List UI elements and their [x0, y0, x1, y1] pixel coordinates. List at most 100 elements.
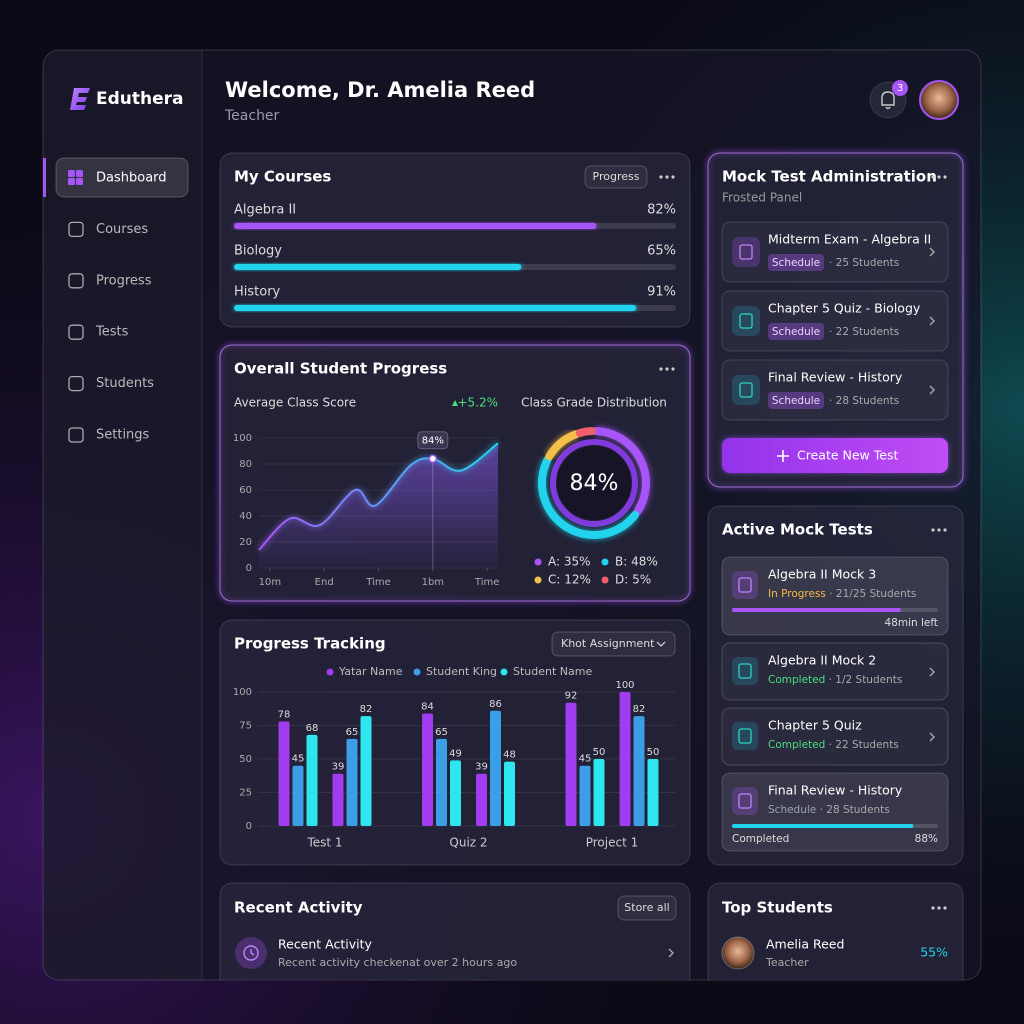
test-item[interactable]	[721, 707, 949, 766]
course-name: Algebra II	[234, 203, 296, 218]
annotation-label: 84%	[422, 435, 444, 446]
bar-value-label: 100	[615, 680, 634, 691]
more-icon[interactable]	[659, 175, 663, 179]
student-role: Teacher	[765, 956, 809, 969]
progress-fill	[732, 824, 914, 828]
x-tick-label: Test 1	[306, 836, 342, 850]
donut-segment	[538, 455, 639, 539]
x-tick-label: Quiz 2	[449, 836, 487, 850]
up-triangle	[452, 400, 458, 406]
notification-badge	[892, 80, 908, 96]
y-tick-label: 60	[239, 485, 252, 496]
test-item[interactable]	[721, 556, 949, 636]
progress-fill	[732, 608, 901, 612]
avatar[interactable]	[919, 80, 959, 120]
bar	[436, 738, 447, 826]
more-icon[interactable]	[931, 175, 935, 179]
activity-title: Recent Activity	[278, 937, 373, 952]
test-icon-glyph	[738, 577, 752, 593]
test-item[interactable]	[721, 221, 949, 283]
x-tick-label: Time	[474, 577, 499, 588]
create-test-button[interactable]	[722, 438, 948, 473]
y-tick-label: 40	[239, 511, 252, 522]
bar-value-label: 50	[647, 747, 660, 758]
student-score: 55%	[920, 945, 948, 960]
course-percent: 65%	[647, 244, 676, 259]
course-percent: 82%	[647, 203, 676, 218]
test-icon-glyph	[738, 663, 752, 679]
more-icon[interactable]	[659, 367, 663, 371]
test-icon-glyph	[739, 382, 753, 398]
bar-value-label: 45	[292, 754, 305, 765]
dropdown[interactable]	[551, 631, 676, 657]
more-icon[interactable]	[665, 175, 669, 179]
test-detail: · 1/2 Students	[825, 674, 902, 686]
button[interactable]	[584, 165, 648, 189]
progress-note: Completed	[732, 833, 789, 845]
chevron	[668, 948, 674, 958]
test-title: Final Review - History	[768, 783, 903, 798]
bar	[504, 761, 515, 826]
test-status: Completed · 1/2 Students	[768, 674, 902, 686]
test-item[interactable]	[721, 359, 949, 421]
nav-item[interactable]: Tests	[95, 325, 129, 340]
donut-center	[557, 446, 631, 520]
more-icon[interactable]	[937, 528, 941, 532]
button[interactable]	[617, 895, 677, 921]
bar-value-label: 86	[489, 699, 502, 710]
card	[707, 505, 964, 866]
test-title: Algebra II Mock 2	[768, 653, 876, 668]
nav-item[interactable]: Courses	[96, 222, 148, 237]
test-item[interactable]	[721, 772, 949, 852]
more-icon[interactable]	[943, 906, 947, 910]
chevron	[929, 247, 935, 257]
progress-fill	[234, 223, 597, 229]
test-detail: · 22 Students	[825, 739, 899, 751]
notification-count: 3	[897, 83, 903, 94]
more-icon[interactable]	[665, 367, 669, 371]
nav-item[interactable]: Settings	[96, 428, 150, 443]
more-icon[interactable]	[943, 175, 947, 179]
course-name: History	[234, 285, 281, 300]
more-icon[interactable]	[943, 528, 947, 532]
y-tick-label: 100	[233, 433, 252, 444]
bar	[633, 716, 645, 826]
more-icon[interactable]	[937, 906, 941, 910]
more-icon[interactable]	[931, 906, 935, 910]
card-title: My Courses	[234, 168, 331, 186]
test-item[interactable]	[721, 290, 949, 352]
bar	[619, 692, 631, 826]
page-title: Welcome, Dr. Amelia Reed	[225, 78, 535, 102]
bar-value-label: 45	[579, 754, 592, 765]
tag-label: Schedule	[772, 326, 820, 338]
test-icon	[732, 306, 760, 336]
more-icon[interactable]	[931, 528, 935, 532]
nav-item[interactable]: Progress	[96, 273, 152, 288]
x-tick-label: Time	[365, 577, 390, 588]
tag	[768, 323, 824, 340]
card-title: Recent Activity	[234, 899, 363, 917]
tag-label: Schedule	[772, 257, 820, 269]
nav-icon	[76, 170, 83, 177]
student-name: Amelia Reed	[766, 937, 844, 952]
bar-value-label: 48	[503, 750, 516, 761]
bar	[360, 716, 372, 826]
chevron	[929, 732, 935, 742]
dropdown-label: Khot Assignment	[561, 637, 655, 650]
status: Schedule	[768, 804, 816, 816]
nav-item[interactable]: Dashboard	[96, 171, 167, 186]
test-icon	[732, 375, 760, 405]
x-tick-label: 1bm	[422, 577, 444, 588]
test-item[interactable]	[721, 642, 949, 701]
nav-item[interactable]: Students	[96, 376, 154, 391]
donut-segment	[545, 430, 581, 461]
bar-value-label: 50	[593, 747, 606, 758]
card-title: Top Students	[722, 899, 833, 917]
more-icon[interactable]	[671, 367, 675, 371]
progress-fill	[234, 264, 522, 270]
x-tick-label: Project 1	[586, 836, 639, 850]
test-icon-glyph	[739, 244, 753, 260]
button-label: Store all	[624, 901, 669, 914]
more-icon[interactable]	[671, 175, 675, 179]
more-icon[interactable]	[937, 175, 941, 179]
